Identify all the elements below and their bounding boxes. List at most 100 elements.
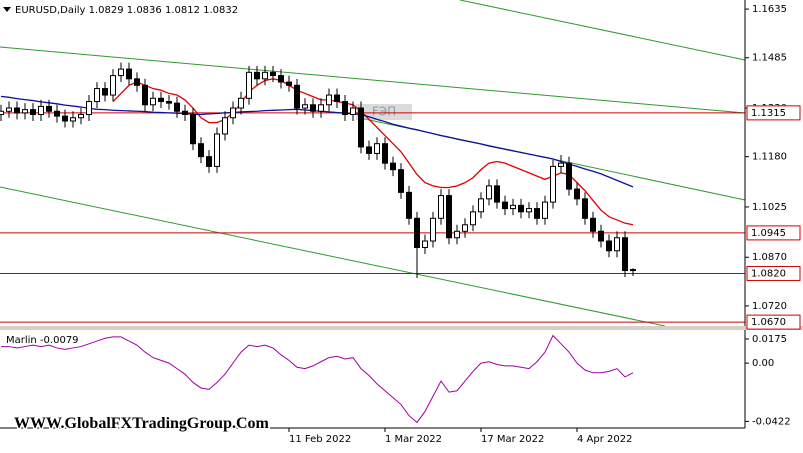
y-tick-label: 1.1180	[752, 152, 787, 163]
candle-body	[398, 169, 404, 193]
candle-body	[566, 162, 572, 190]
candle-body	[318, 104, 324, 112]
y-tick-label: 1.0720	[752, 301, 787, 312]
candle-body	[166, 101, 172, 104]
candle-body	[38, 105, 44, 116]
level-label: 1.0820	[751, 268, 786, 279]
candle-body	[502, 201, 508, 210]
x-tick-label: 11 Feb 2022	[289, 434, 351, 445]
chart-title: EURUSD,Daily 1.0829 1.0836 1.0812 1.0832	[15, 5, 238, 16]
candle-body	[438, 195, 444, 219]
indicator-line	[1, 334, 634, 424]
candle-body	[230, 107, 236, 119]
candle-body	[366, 146, 372, 154]
candle-body	[422, 240, 428, 249]
candle-body	[334, 94, 340, 103]
candle-body	[542, 201, 548, 219]
candle-body	[606, 240, 612, 252]
trend-line	[0, 46, 746, 114]
plot	[0, 62, 745, 424]
candle-body	[446, 195, 452, 239]
candle-body	[294, 84, 300, 109]
candle-body	[454, 230, 460, 239]
candle-body	[510, 204, 516, 210]
trend-line	[459, 0, 746, 61]
level-label-box	[746, 225, 801, 241]
candle-body	[30, 109, 36, 116]
candle-body	[310, 104, 316, 112]
candle-body	[46, 105, 52, 112]
candle-body	[558, 162, 564, 167]
candle-body	[622, 237, 628, 272]
candle-body	[358, 107, 364, 148]
x-tick-label: 1 Mar 2022	[385, 434, 442, 445]
candle-body	[158, 97, 164, 103]
candle-body	[262, 71, 268, 80]
y-tick-label: 1.0870	[752, 252, 787, 263]
candle-body	[190, 114, 196, 145]
candle-body	[86, 101, 92, 116]
candle-body	[598, 230, 604, 242]
candle-body	[590, 217, 596, 232]
level-label-box	[746, 314, 801, 330]
candle-body	[14, 107, 20, 114]
candle-body	[142, 84, 148, 106]
watermark: WWW.GlobalFXTradingGroup.Com	[14, 415, 270, 432]
candle-body	[70, 117, 76, 122]
candle-body	[182, 110, 188, 116]
candle-body	[382, 143, 388, 164]
candle-body	[94, 88, 100, 103]
candle-body	[550, 165, 556, 203]
y-tick-label: 1.1025	[752, 202, 787, 213]
candle-body	[518, 204, 524, 213]
level-label-box	[746, 105, 801, 121]
candle-body	[238, 97, 244, 109]
menu-arrow	[3, 7, 11, 12]
level-label: 1.1315	[751, 108, 786, 119]
candle-body	[174, 102, 180, 112]
candle-body	[462, 224, 468, 232]
candle-body	[494, 185, 500, 203]
candle-body	[150, 97, 156, 106]
trend-line	[0, 186, 666, 327]
level-label: 1.0945	[751, 228, 786, 239]
candle-body	[478, 198, 484, 213]
indicator-line	[112, 78, 634, 226]
candle-body	[134, 78, 140, 86]
candle-body	[582, 198, 588, 219]
candle-body	[6, 107, 12, 112]
level-label: 1.0670	[751, 317, 786, 328]
candle-body	[526, 208, 532, 213]
candle-body	[0, 110, 4, 116]
candle-body	[110, 75, 116, 96]
y-tick-label: 0.00	[752, 358, 774, 369]
candle-body	[102, 88, 108, 96]
candle-body	[406, 191, 412, 219]
candle-body	[326, 94, 332, 106]
candle-body	[62, 115, 68, 122]
candle-body	[486, 185, 492, 200]
x-tick-label: 4 Apr 2022	[577, 434, 632, 445]
indicator-line	[0, 95, 634, 188]
candle-body	[246, 71, 252, 99]
candle-body	[214, 133, 220, 167]
candle-body	[302, 104, 308, 109]
annotation: FЭП	[372, 105, 396, 119]
candle-body	[270, 71, 276, 77]
y-tick-label: 1.1485	[752, 53, 787, 64]
candle-body	[254, 71, 260, 80]
candle-body	[614, 237, 620, 252]
candle-body	[342, 101, 348, 116]
candle-body	[198, 143, 204, 158]
candle-body	[126, 68, 132, 80]
candle-body	[470, 211, 476, 226]
candle-body	[22, 109, 28, 114]
y-tick-label: 0.0175	[752, 334, 787, 345]
candle-body	[206, 156, 212, 167]
candle-body	[374, 143, 380, 154]
y-tick-label: 1.1635	[752, 4, 787, 15]
candle-body	[630, 269, 636, 272]
x-tick-label: 17 Mar 2022	[481, 434, 544, 445]
